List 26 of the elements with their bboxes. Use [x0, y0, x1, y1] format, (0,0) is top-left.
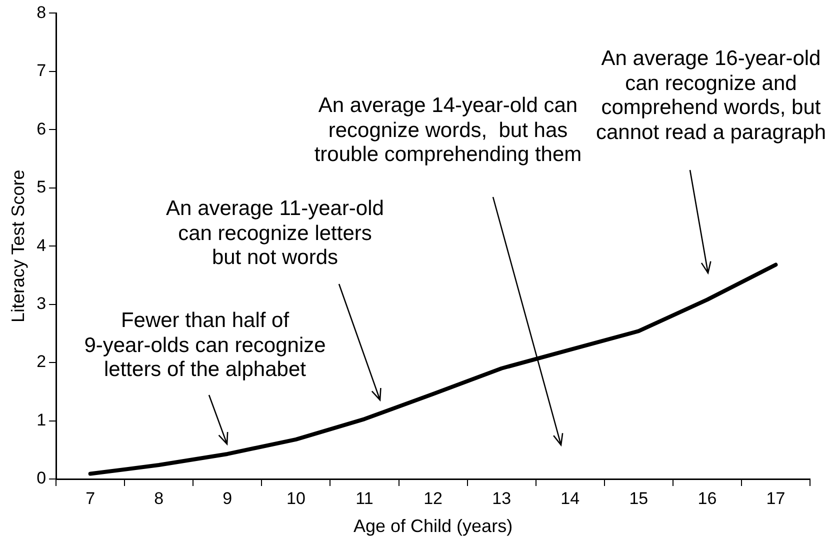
y-tick-label: 1: [36, 410, 46, 430]
annotation: An average 14-year-old can recognize words, but has trouble comprehending them: [314, 94, 582, 168]
x-tick-label: 17: [766, 488, 786, 508]
y-tick-label: 0: [36, 468, 46, 488]
annotation: An average 16-year-old can recognize and comprehend words, but cannot read a paragraph: [596, 47, 826, 145]
x-tick-label: 10: [286, 488, 306, 508]
x-tick-label: 16: [698, 488, 717, 508]
x-tick-label: 8: [154, 488, 164, 508]
y-tick-label: 8: [36, 2, 46, 22]
y-tick-label: 5: [36, 178, 46, 197]
x-tick-label: 9: [222, 488, 232, 508]
x-tick-label: 11: [356, 488, 374, 508]
annotation: An average 11-year-old can recognize letters but not words: [166, 197, 384, 270]
y-tick-label: 3: [36, 294, 46, 314]
y-tick-label: 2: [36, 352, 46, 372]
x-tick-label: 7: [86, 488, 96, 508]
x-tick-label: 14: [560, 488, 580, 508]
x-axis-title: Age of Child (years): [353, 516, 513, 536]
x-tick-label: 12: [424, 488, 442, 508]
x-tick-label: 13: [492, 488, 512, 508]
y-tick-label: 7: [36, 61, 46, 80]
y-axis-title: Literacy Test Score: [8, 170, 28, 322]
y-tick-label: 6: [36, 119, 46, 138]
x-tick-label: 15: [629, 488, 648, 508]
annotation: Fewer than half of 9-year-olds can recognize letters of the alphabet: [84, 309, 326, 382]
y-tick-label: 4: [36, 236, 46, 255]
